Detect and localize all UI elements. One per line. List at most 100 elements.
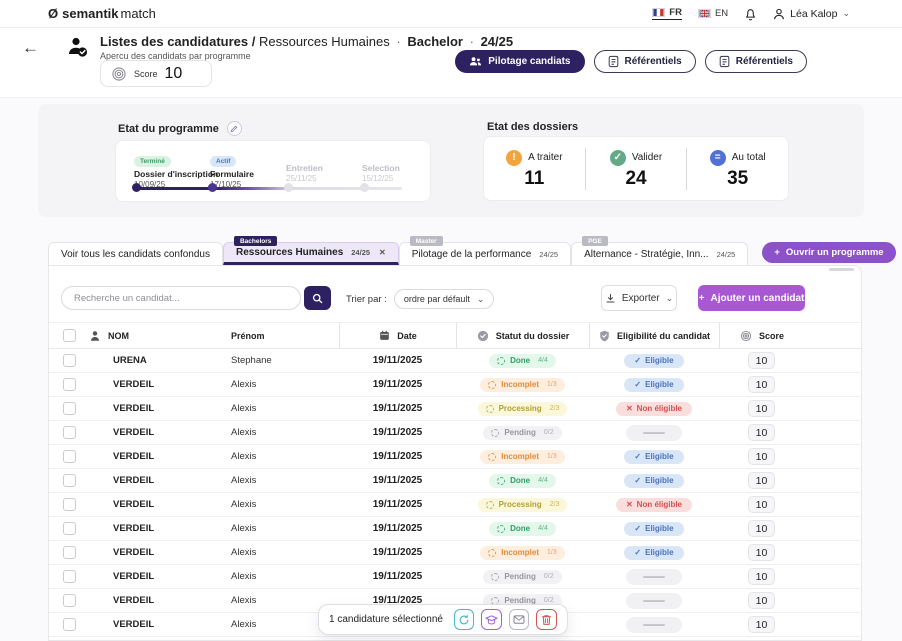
user-menu[interactable]: Léa Kalop ⌄ bbox=[773, 8, 850, 20]
trash-icon bbox=[542, 614, 552, 625]
row-checkbox[interactable] bbox=[63, 546, 76, 559]
document-icon bbox=[719, 55, 730, 68]
eligibility-label: Eligible bbox=[645, 524, 674, 533]
download-icon bbox=[606, 293, 615, 303]
timeline-step-1: Terminé Dossier d'inscription 10/09/25 bbox=[134, 156, 219, 189]
row-date: 19/11/2025 bbox=[372, 475, 423, 486]
tab-badge-master: Master bbox=[409, 236, 443, 246]
row-score: 10 bbox=[748, 520, 775, 537]
row-checkbox[interactable] bbox=[63, 426, 76, 439]
add-candidate-button[interactable]: + Ajouter un candidat bbox=[698, 285, 805, 311]
status-ring-icon bbox=[491, 428, 500, 437]
tab-all-candidates[interactable]: Voir tous les candidats confondus bbox=[48, 242, 223, 265]
status-ring-icon bbox=[491, 572, 500, 581]
table-row[interactable]: VERDEIL Alexis 19/11/2025 Done 4/4 ✓ Eli… bbox=[49, 469, 861, 493]
row-date: 19/11/2025 bbox=[372, 355, 423, 366]
row-prenom: Alexis bbox=[231, 571, 257, 582]
sort-select[interactable]: ordre par défault ⌄ bbox=[393, 289, 495, 309]
status-ring-icon bbox=[488, 548, 497, 557]
bell-icon[interactable] bbox=[744, 7, 757, 21]
back-button[interactable]: ← bbox=[22, 38, 39, 57]
export-button[interactable]: Exporter ⌄ bbox=[601, 285, 677, 311]
row-prenom: Stephane bbox=[231, 355, 272, 366]
table-row[interactable]: VERDEIL Alexis 19/11/2025 Incomplet 1/3 … bbox=[49, 373, 861, 397]
tab-alternance-strategie[interactable]: PGE Alternance - Stratégie, Inn... 24/25 bbox=[571, 236, 749, 265]
table-row[interactable]: VERDEIL Alexis 19/11/2025 Incomplet 1/3 … bbox=[49, 445, 861, 469]
search-input[interactable] bbox=[61, 286, 301, 310]
horizontal-scrollbar[interactable] bbox=[829, 268, 854, 271]
row-date: 19/11/2025 bbox=[372, 379, 423, 390]
referentiels-button-1[interactable]: Référentiels bbox=[593, 50, 696, 73]
row-checkbox[interactable] bbox=[63, 570, 76, 583]
row-checkbox[interactable] bbox=[63, 450, 76, 463]
tab-ressources-humaines[interactable]: Bachelors Ressources Humaines 24/25 ✕ bbox=[222, 236, 399, 265]
status-panel: Etat du programme Terminé Dossier d'insc… bbox=[38, 104, 864, 217]
eligibility-empty-badge bbox=[626, 424, 682, 441]
row-checkbox[interactable] bbox=[63, 618, 76, 631]
page-header: ← Listes des candidatures / Ressources H… bbox=[0, 28, 902, 98]
eligibility-mark: ✓ bbox=[634, 548, 642, 557]
col-date: Date bbox=[397, 330, 417, 341]
eligibility-badge: ✓ Eligible bbox=[624, 545, 684, 560]
status-check-icon bbox=[477, 330, 488, 341]
status-count: 1/3 bbox=[547, 381, 557, 388]
language-fr[interactable]: FR bbox=[652, 7, 682, 20]
status-badge: Incomplet 1/3 bbox=[480, 545, 565, 560]
tab-badge-bachelors: Bachelors bbox=[233, 236, 278, 246]
status-ring-icon bbox=[485, 404, 494, 413]
stat-valider: ✓ Valider 24 bbox=[584, 147, 687, 190]
row-nom: VERDEIL bbox=[113, 499, 155, 510]
table-row[interactable]: VERDEIL Alexis 19/11/2025 Incomplet 1/3 … bbox=[49, 541, 861, 565]
pilotage-candidats-button[interactable]: Pilotage candiats bbox=[455, 50, 585, 73]
table-row[interactable]: URENA Stephane 19/11/2025 Done 4/4 ✓ Eli… bbox=[49, 349, 861, 373]
row-score: 10 bbox=[748, 544, 775, 561]
row-date: 19/11/2025 bbox=[372, 403, 423, 414]
step-badge: Actif bbox=[210, 156, 237, 167]
language-en[interactable]: EN bbox=[697, 8, 728, 19]
graduation-action-button[interactable] bbox=[481, 609, 502, 630]
status-count: 1/3 bbox=[547, 453, 557, 460]
status-count: 4/4 bbox=[538, 477, 548, 484]
status-badge: Done 4/4 bbox=[489, 353, 556, 368]
eligibility-mark: ✓ bbox=[634, 380, 642, 389]
row-checkbox[interactable] bbox=[63, 522, 76, 535]
row-date: 19/11/2025 bbox=[372, 427, 423, 438]
mail-action-button[interactable] bbox=[508, 609, 530, 630]
status-count: 2/3 bbox=[549, 501, 560, 508]
row-checkbox[interactable] bbox=[63, 378, 76, 391]
tab-pilotage-performance[interactable]: Master Pilotage de la performance 24/25 bbox=[398, 236, 572, 265]
table-row[interactable]: VERDEIL Alexis 19/11/2025 Pending 0/2 10 bbox=[49, 565, 861, 589]
table-row[interactable]: VERDEIL Alexis 19/11/2025 Processing 2/3… bbox=[49, 493, 861, 517]
edit-program-button[interactable] bbox=[226, 121, 242, 136]
eligibility-label: Eligible bbox=[645, 380, 674, 389]
open-program-button[interactable]: + Ouvrir un programme bbox=[762, 242, 896, 263]
row-checkbox[interactable] bbox=[63, 402, 76, 415]
row-checkbox[interactable] bbox=[63, 594, 76, 607]
row-checkbox[interactable] bbox=[63, 474, 76, 487]
table-row[interactable]: VERDEIL Alexis 19/11/2025 Pending 0/2 10 bbox=[49, 421, 861, 445]
page-subtitle: Apercu des candidats par programme bbox=[100, 51, 251, 61]
eligibility-mark: ✕ bbox=[625, 404, 633, 413]
table-row[interactable]: VERDEIL Alexis 19/11/2025 Done 4/4 ✓ Eli… bbox=[49, 517, 861, 541]
row-prenom: Alexis bbox=[231, 475, 257, 486]
row-checkbox[interactable] bbox=[63, 498, 76, 511]
referentiels-button-2[interactable]: Référentiels bbox=[704, 50, 807, 73]
eligibility-empty-badge bbox=[626, 568, 682, 585]
table-body: URENA Stephane 19/11/2025 Done 4/4 ✓ Eli… bbox=[49, 349, 861, 637]
row-prenom: Alexis bbox=[231, 403, 257, 414]
eligibility-mark: ✓ bbox=[634, 356, 642, 365]
logo-icon: Ø bbox=[48, 6, 59, 21]
timeline-progress-bar bbox=[134, 187, 402, 190]
eligibility-label: Non éligible bbox=[636, 500, 683, 509]
table-row[interactable]: VERDEIL Alexis 19/11/2025 Processing 2/3… bbox=[49, 397, 861, 421]
row-checkbox[interactable] bbox=[63, 354, 76, 367]
row-prenom: Alexis bbox=[231, 523, 257, 534]
trash-action-button[interactable] bbox=[536, 609, 557, 630]
search-button[interactable] bbox=[304, 286, 331, 310]
select-all-checkbox[interactable] bbox=[63, 329, 76, 342]
close-tab-icon[interactable]: ✕ bbox=[379, 248, 386, 257]
col-eligibilite: Eligibilité du candidat bbox=[616, 330, 710, 341]
row-date: 19/11/2025 bbox=[372, 523, 423, 534]
check-icon: ✓ bbox=[609, 149, 626, 166]
refresh-action-button[interactable] bbox=[453, 609, 475, 630]
